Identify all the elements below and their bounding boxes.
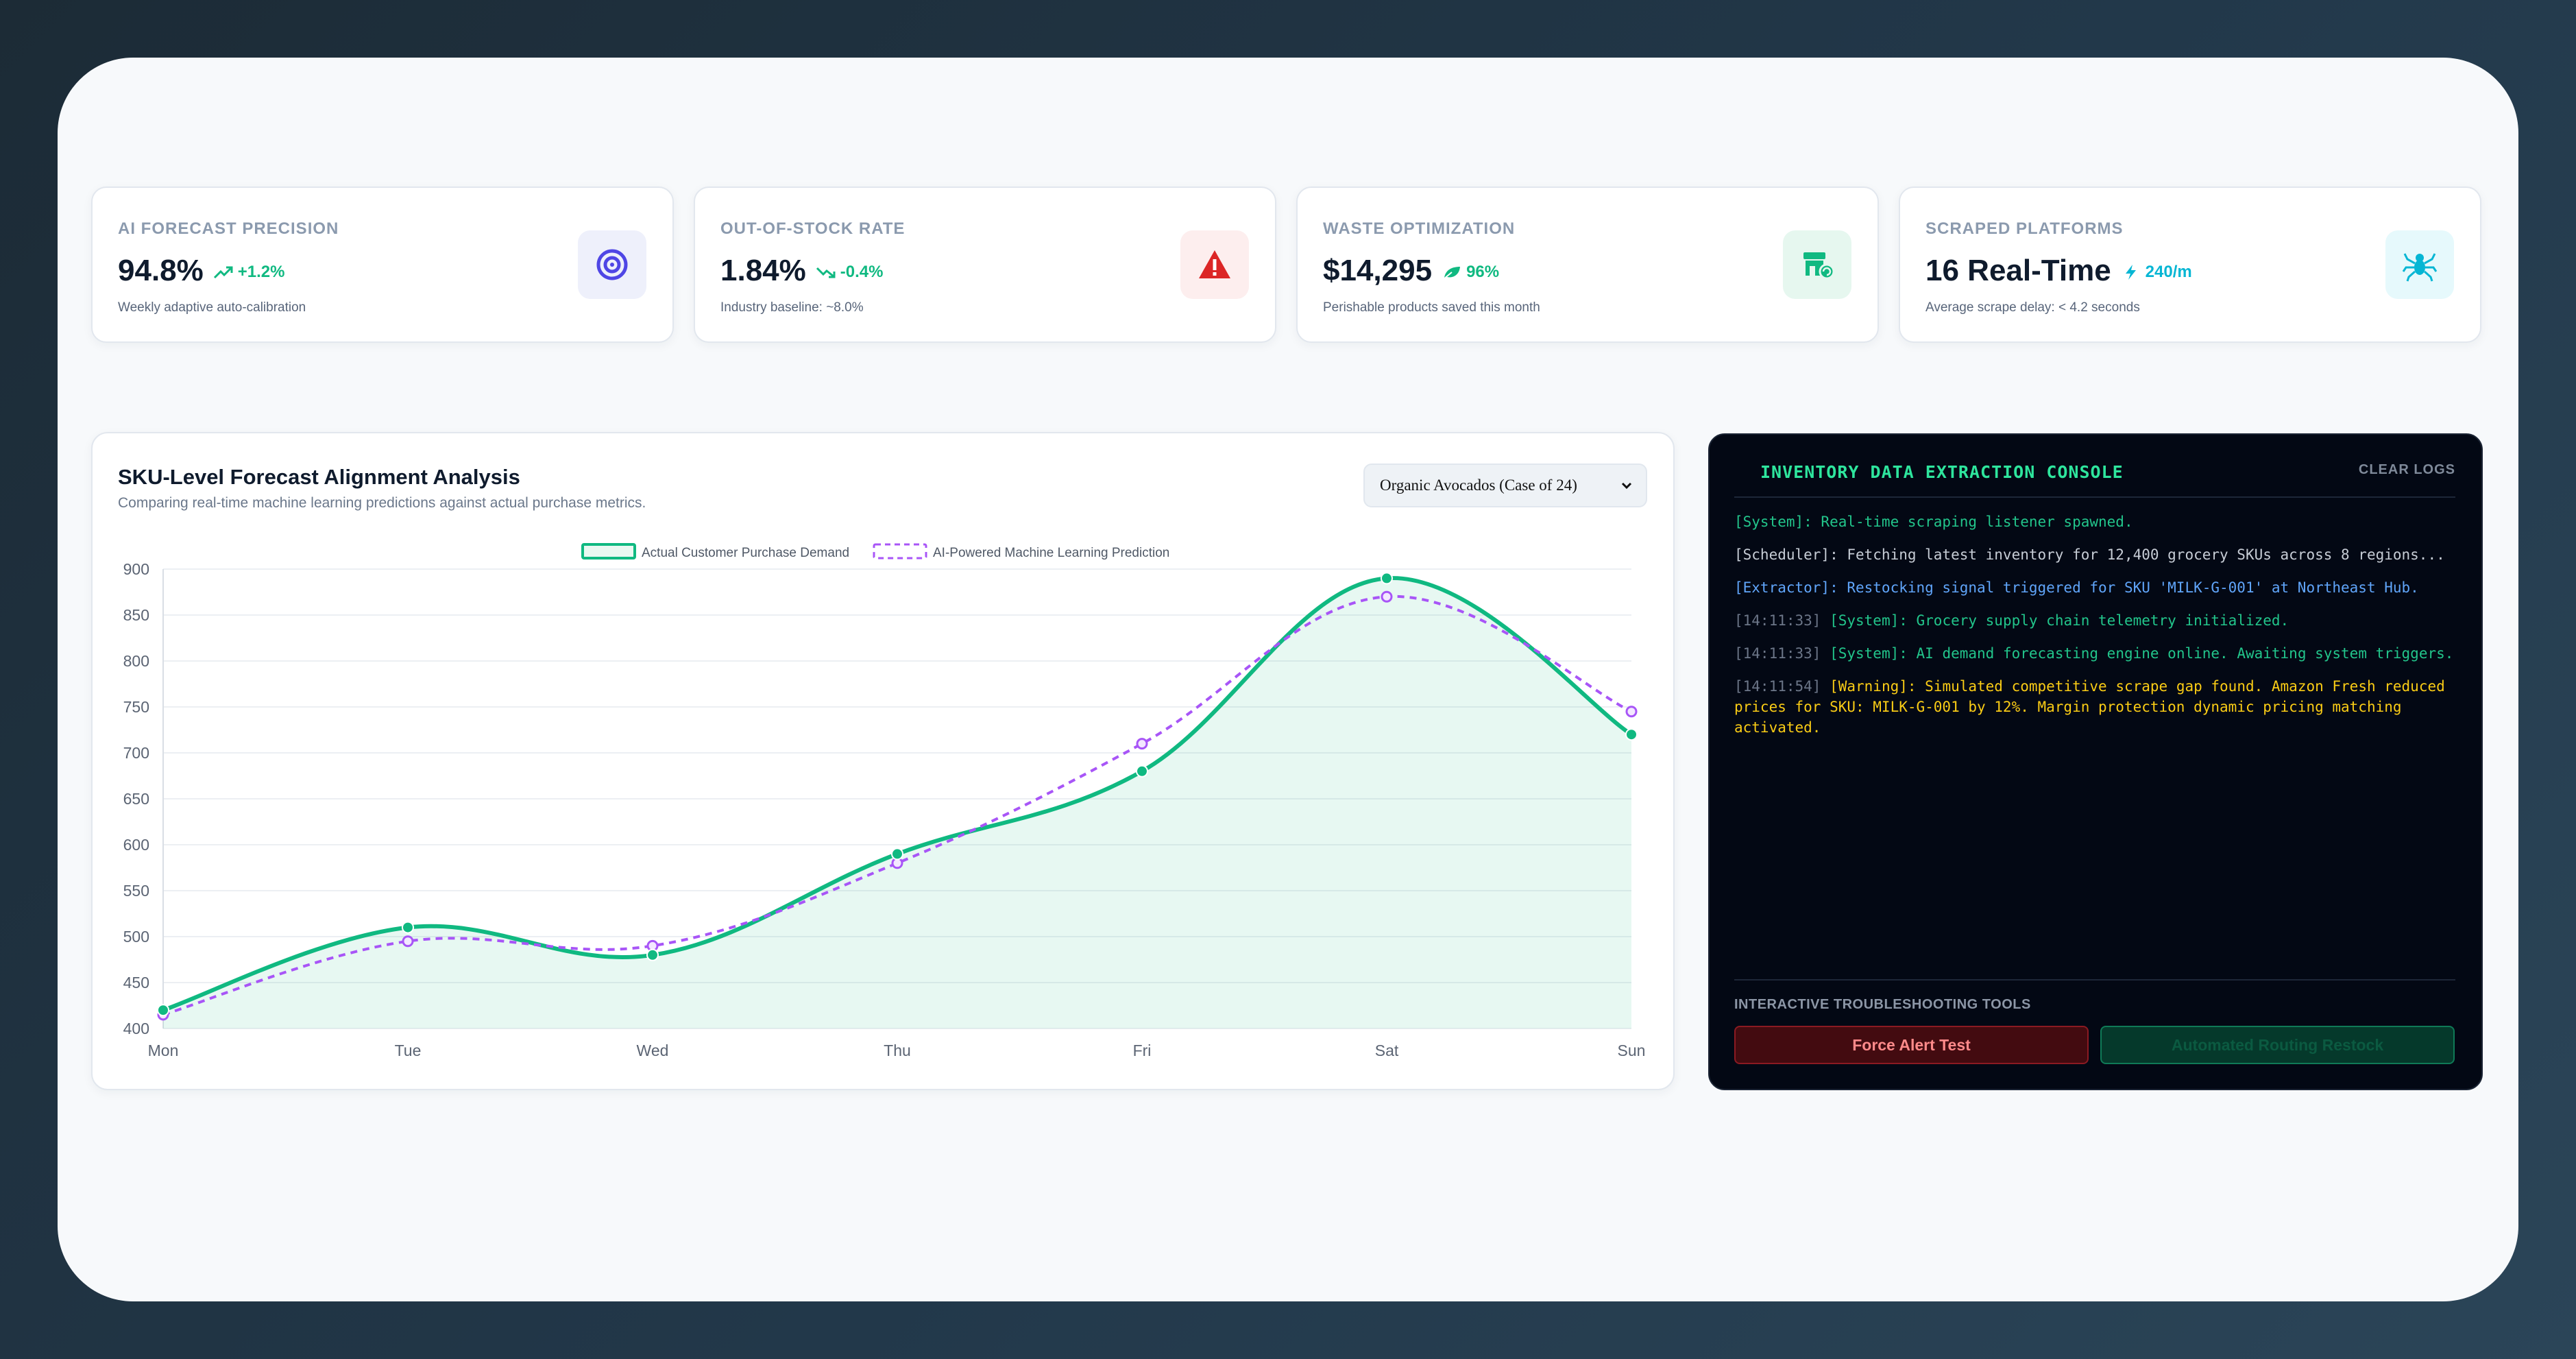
- forecast-chart-card: SKU-Level Forecast Alignment Analysis Co…: [91, 432, 1675, 1090]
- kpi-subtext: Perishable products saved this month: [1323, 300, 1540, 315]
- y-tick-label: 400: [123, 1020, 149, 1037]
- kpi-value: 94.8%: [118, 254, 204, 287]
- data-point-actual: [646, 948, 659, 961]
- data-point-actual: [402, 921, 414, 934]
- kpi-value: 1.84%: [720, 254, 806, 287]
- bolt-icon: [2125, 265, 2136, 280]
- kpi-label: AI FORECAST PRECISION: [118, 219, 339, 238]
- series-area-actual: [163, 578, 1631, 1029]
- x-tick-label: Tue: [395, 1042, 422, 1059]
- kpi-delta-value: 240/m: [2145, 263, 2192, 281]
- kpi-value: 16 Real-Time: [1925, 254, 2111, 287]
- x-tick-label: Sat: [1375, 1042, 1399, 1059]
- y-tick-label: 900: [123, 560, 149, 578]
- legend-label-actual: Actual Customer Purchase Demand: [642, 546, 849, 560]
- legend-swatch-prediction: [873, 543, 927, 560]
- warning-icon-box: [1180, 230, 1249, 299]
- data-point-prediction: [1136, 738, 1148, 750]
- log-list: [System]: Real-time scraping listener sp…: [1734, 512, 2458, 750]
- kpi-card-forecast-precision: AI FORECAST PRECISION 94.8% +1.2% Weekly…: [91, 187, 674, 343]
- log-line: [14:11:33] [System]: Grocery supply chai…: [1734, 612, 2289, 629]
- kpi-subtext: Weekly adaptive auto-calibration: [118, 300, 306, 315]
- y-tick-label: 750: [123, 698, 149, 716]
- extraction-console: INVENTORY DATA EXTRACTION CONSOLE CLEAR …: [1708, 433, 2483, 1090]
- kpi-card-out-of-stock: OUT-OF-STOCK RATE 1.84% -0.4% Industry b…: [694, 187, 1276, 343]
- forecast-line-chart: 400 450 500 550 600 650 700 750 800 850 900 Mon Tue W…: [123, 543, 1646, 1059]
- chart-subtitle: Comparing real-time machine learning pre…: [118, 495, 646, 511]
- kpi-delta: -0.4%: [816, 263, 884, 282]
- data-point-prediction: [402, 935, 414, 948]
- console-divider: [1734, 496, 2455, 498]
- trend-down-icon: [816, 267, 836, 278]
- data-point-actual: [157, 1004, 169, 1017]
- chevron-down-icon: [1621, 482, 1632, 490]
- spider-icon: [2402, 253, 2438, 282]
- kpi-card-waste-optimization: WASTE OPTIMIZATION $14,295 96% Perishabl…: [1296, 187, 1879, 343]
- data-point-actual: [1625, 728, 1638, 741]
- sku-select-value: Organic Avocados (Case of 24): [1380, 477, 1577, 494]
- log-line: [14:11:33] [System]: AI demand forecasti…: [1734, 645, 2454, 662]
- data-point-prediction: [1381, 590, 1393, 603]
- trend-up-icon: [213, 266, 233, 279]
- kpi-label: OUT-OF-STOCK RATE: [720, 219, 906, 238]
- kpi-subtext: Average scrape delay: < 4.2 seconds: [1925, 300, 2140, 315]
- y-tick-label: 850: [123, 606, 149, 624]
- kpi-delta: 240/m: [2121, 263, 2192, 282]
- kpi-label: SCRAPED PLATFORMS: [1925, 219, 2124, 238]
- store-recycle-icon: [1803, 252, 1835, 280]
- legend-swatch-actual: [581, 543, 636, 560]
- kpi-delta-value: 96%: [1466, 263, 1500, 281]
- tools-label: INTERACTIVE TROUBLESHOOTING TOOLS: [1734, 997, 2031, 1012]
- x-tick-label: Wed: [637, 1042, 669, 1059]
- sku-select[interactable]: Organic Avocados (Case of 24): [1363, 464, 1647, 507]
- spider-icon-box: [2385, 230, 2454, 299]
- y-tick-label: 600: [123, 836, 149, 854]
- data-point-prediction: [1625, 706, 1638, 718]
- leaf-icon: [1443, 267, 1461, 280]
- data-point-actual: [1381, 572, 1393, 585]
- kpi-delta: 96%: [1442, 263, 1499, 282]
- console-title: INVENTORY DATA EXTRACTION CONSOLE: [1760, 462, 2124, 482]
- y-tick-label: 800: [123, 652, 149, 670]
- kpi-label: WASTE OPTIMIZATION: [1323, 219, 1516, 238]
- log-line: [14:11:54] [Warning]: Simulated competit…: [1734, 678, 2445, 736]
- data-point-actual: [1136, 765, 1148, 778]
- kpi-delta-value: -0.4%: [840, 263, 884, 281]
- x-tick-label: Mon: [148, 1042, 179, 1059]
- warning-icon: [1199, 250, 1230, 278]
- automated-routing-restock-button[interactable]: Automated Routing Restock: [2100, 1026, 2455, 1064]
- target-icon: [596, 249, 628, 280]
- x-tick-label: Fri: [1133, 1042, 1152, 1059]
- log-line: [Extractor]: Restocking signal triggered…: [1734, 579, 2419, 596]
- force-alert-test-button[interactable]: Force Alert Test: [1734, 1026, 2089, 1064]
- clear-logs-button[interactable]: CLEAR LOGS: [2358, 462, 2455, 477]
- store-recycle-icon-box: [1783, 230, 1851, 299]
- log-line: [Scheduler]: Fetching latest inventory f…: [1734, 546, 2445, 563]
- y-tick-label: 700: [123, 744, 149, 762]
- data-point-actual: [891, 847, 903, 861]
- kpi-delta-value: +1.2%: [237, 263, 285, 281]
- y-tick-label: 500: [123, 928, 149, 946]
- x-tick-label: Thu: [884, 1042, 911, 1059]
- y-tick-label: 550: [123, 882, 149, 900]
- target-icon-box: [578, 230, 646, 299]
- kpi-delta: +1.2%: [213, 263, 285, 282]
- y-tick-label: 450: [123, 974, 149, 991]
- y-tick-label: 650: [123, 790, 149, 808]
- kpi-value: $14,295: [1323, 254, 1433, 287]
- chart-title: SKU-Level Forecast Alignment Analysis: [118, 465, 520, 489]
- log-line: [System]: Real-time scraping listener sp…: [1734, 514, 2133, 530]
- kpi-subtext: Industry baseline: ~8.0%: [720, 300, 864, 315]
- kpi-card-scraped-platforms: SCRAPED PLATFORMS 16 Real-Time 240/m Ave…: [1899, 187, 2481, 343]
- console-divider: [1734, 979, 2455, 981]
- x-tick-label: Sun: [1618, 1042, 1646, 1059]
- legend-label-prediction: AI-Powered Machine Learning Prediction: [933, 546, 1169, 560]
